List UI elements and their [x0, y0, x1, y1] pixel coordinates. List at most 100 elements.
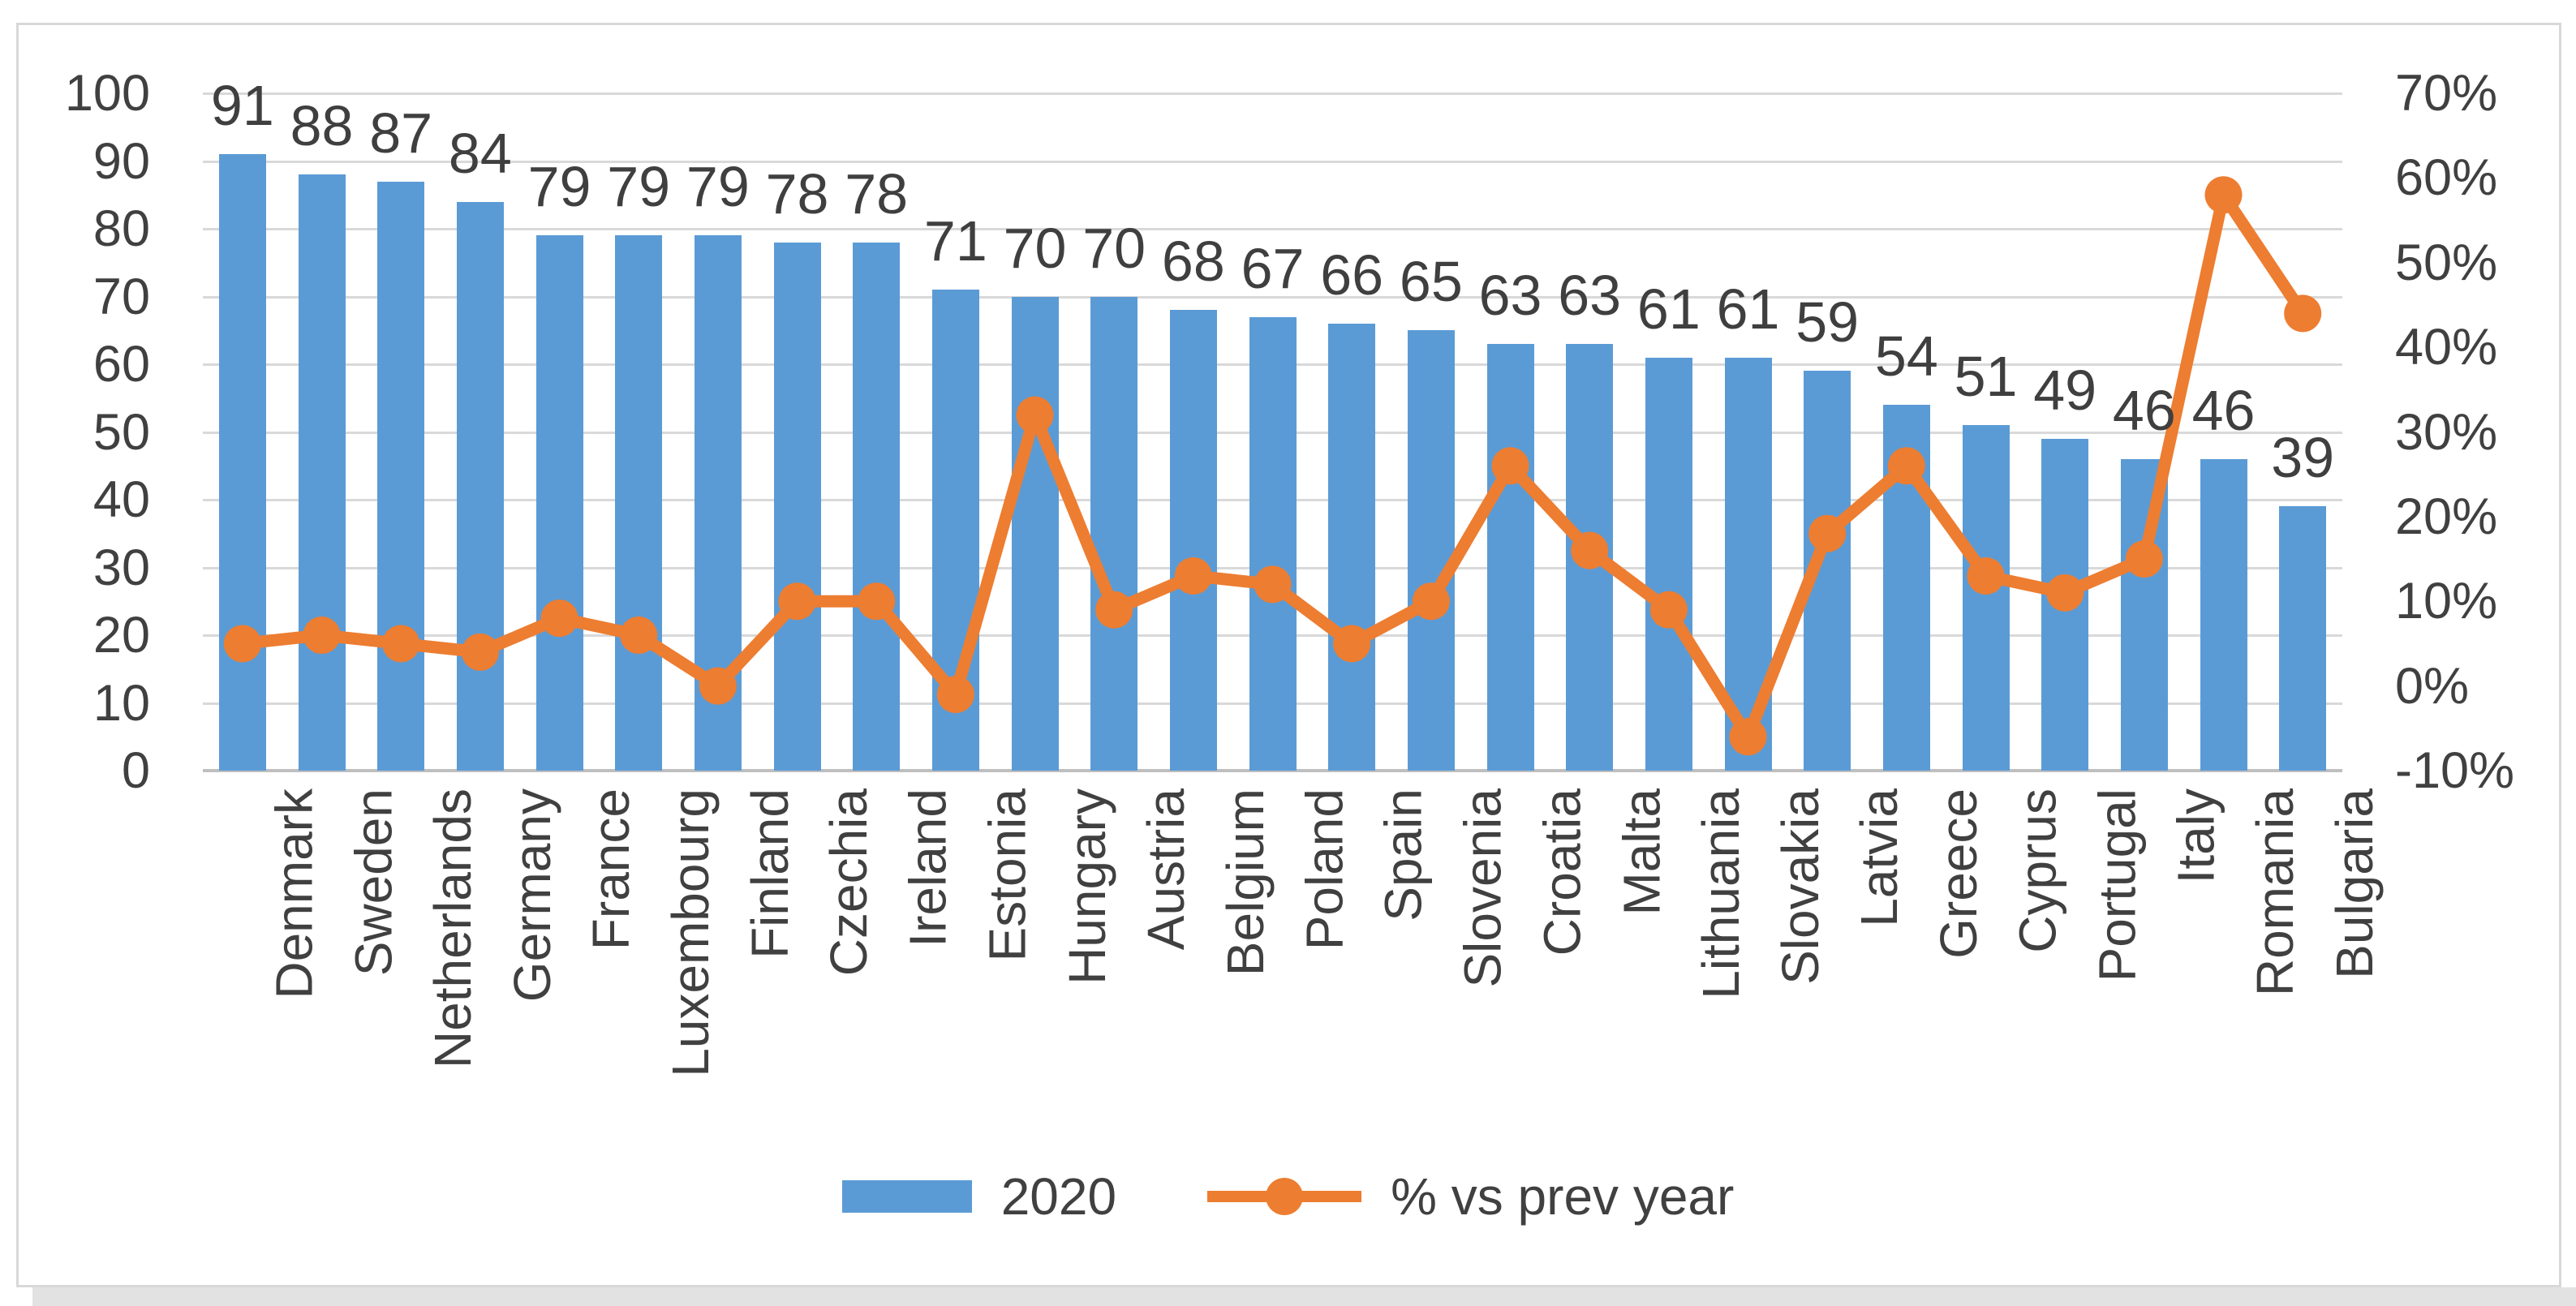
category-label: Netherlands [424, 788, 483, 1069]
category-label: Estonia [978, 788, 1037, 962]
line-marker [1729, 718, 1767, 756]
line-marker [303, 616, 341, 654]
left-axis-tick-label: 0 [121, 742, 150, 799]
left-axis-tick-label: 100 [64, 65, 150, 122]
legend: 2020 % vs prev year [0, 1166, 2576, 1227]
line-marker [1571, 531, 1609, 569]
bar-value-label: 49 [2033, 358, 2097, 422]
x-axis-line [203, 769, 2342, 772]
category-label: Czechia [819, 788, 879, 977]
bar [773, 242, 821, 771]
left-axis-tick-label: 10 [92, 674, 150, 732]
category-label: Luxembourg [661, 788, 720, 1077]
left-axis-tick-label: 70 [92, 268, 150, 325]
line-marker [2284, 294, 2322, 333]
category-label: Ireland [899, 788, 958, 947]
bar-value-label: 61 [1716, 277, 1780, 341]
right-axis-tick-label: 40% [2395, 319, 2498, 376]
left-axis-tick-label: 40 [92, 471, 150, 528]
line-marker [2204, 176, 2243, 214]
bar-value-label: 79 [527, 155, 591, 219]
legend-line-dot [1266, 1178, 1304, 1215]
category-label: Denmark [264, 788, 324, 999]
bar [1407, 330, 1455, 771]
bar-value-label: 87 [369, 101, 433, 165]
bar [853, 242, 901, 771]
right-axis-tick-label: 60% [2395, 149, 2498, 207]
bar [535, 235, 583, 771]
bar-value-label: 84 [448, 121, 512, 185]
category-label: Greece [1929, 788, 1988, 959]
line-marker [1808, 514, 1847, 552]
bar-value-label: 63 [1558, 263, 1622, 327]
bar-value-label: 71 [923, 209, 987, 273]
category-label: Slovakia [1770, 788, 1830, 985]
bar [1169, 310, 1217, 771]
bar-value-label: 46 [2112, 378, 2176, 442]
category-label: Sweden [344, 788, 403, 977]
left-axis-tick-label: 80 [92, 200, 150, 257]
left-axis-tick-label: 60 [92, 336, 150, 393]
bar-value-label: 78 [845, 161, 909, 226]
left-axis-tick-label: 50 [92, 403, 150, 461]
bar-value-label: 70 [1082, 216, 1146, 280]
line-marker [1649, 591, 1688, 629]
right-axis-tick-label: -10% [2395, 742, 2515, 799]
line-marker [699, 667, 737, 705]
bar [1328, 323, 1376, 771]
legend-label-2020: 2020 [1000, 1167, 1117, 1226]
gridline [203, 160, 2342, 163]
line-marker [1174, 556, 1212, 595]
bar [1486, 343, 1534, 771]
bar-value-label: 59 [1795, 290, 1860, 354]
right-axis-tick-label: 10% [2395, 573, 2498, 630]
line-marker [936, 676, 974, 714]
bar-value-label: 61 [1636, 277, 1701, 341]
line-marker [540, 599, 578, 638]
bar [218, 154, 266, 771]
line-marker [1491, 447, 1529, 485]
category-label: Italy [2166, 788, 2226, 884]
category-label: Austria [1137, 788, 1196, 951]
category-label: Bulgaria [2325, 788, 2385, 979]
line-marker [223, 625, 261, 663]
bar-value-label: 78 [765, 161, 829, 226]
category-label: Slovenia [1453, 788, 1512, 988]
category-label: Romania [2246, 788, 2305, 997]
bar [298, 174, 346, 771]
bar-value-label: 88 [290, 94, 354, 158]
gridline [203, 92, 2342, 95]
legend-label-growth: % vs prev year [1391, 1167, 1735, 1226]
category-label: Germany [502, 788, 561, 1003]
bar-value-label: 51 [1954, 345, 2018, 409]
category-label: Cyprus [2008, 788, 2067, 953]
category-label: Hungary [1057, 788, 1116, 985]
bar-value-label: 46 [2191, 378, 2256, 442]
category-label: Latvia [1850, 788, 1909, 927]
legend-line-marker-icon [1207, 1170, 1362, 1223]
legend-bar-swatch [841, 1180, 972, 1213]
bar-value-label: 68 [1161, 230, 1225, 294]
line-marker [2046, 574, 2084, 612]
category-label: France [582, 788, 641, 951]
gridline [203, 228, 2342, 230]
bar-value-label: 70 [1003, 216, 1067, 280]
line-marker [1887, 447, 1925, 485]
bar-value-label: 54 [1874, 324, 1938, 389]
left-axis-tick-label: 30 [92, 539, 150, 596]
bar [377, 181, 425, 771]
right-axis-tick-label: 0% [2395, 657, 2470, 715]
bar [1962, 425, 2010, 771]
bar-value-label: 79 [607, 155, 671, 219]
left-axis-tick-label: 90 [92, 132, 150, 190]
line-marker [1967, 556, 2005, 595]
category-label: Poland [1295, 788, 1354, 951]
right-axis-tick-label: 50% [2395, 234, 2498, 291]
category-label: Lithuania [1691, 788, 1750, 999]
gridline [203, 295, 2342, 299]
line-marker [858, 582, 896, 621]
category-label: Belgium [1215, 788, 1275, 977]
category-label: Spain [1374, 788, 1434, 922]
line-marker [461, 633, 499, 671]
